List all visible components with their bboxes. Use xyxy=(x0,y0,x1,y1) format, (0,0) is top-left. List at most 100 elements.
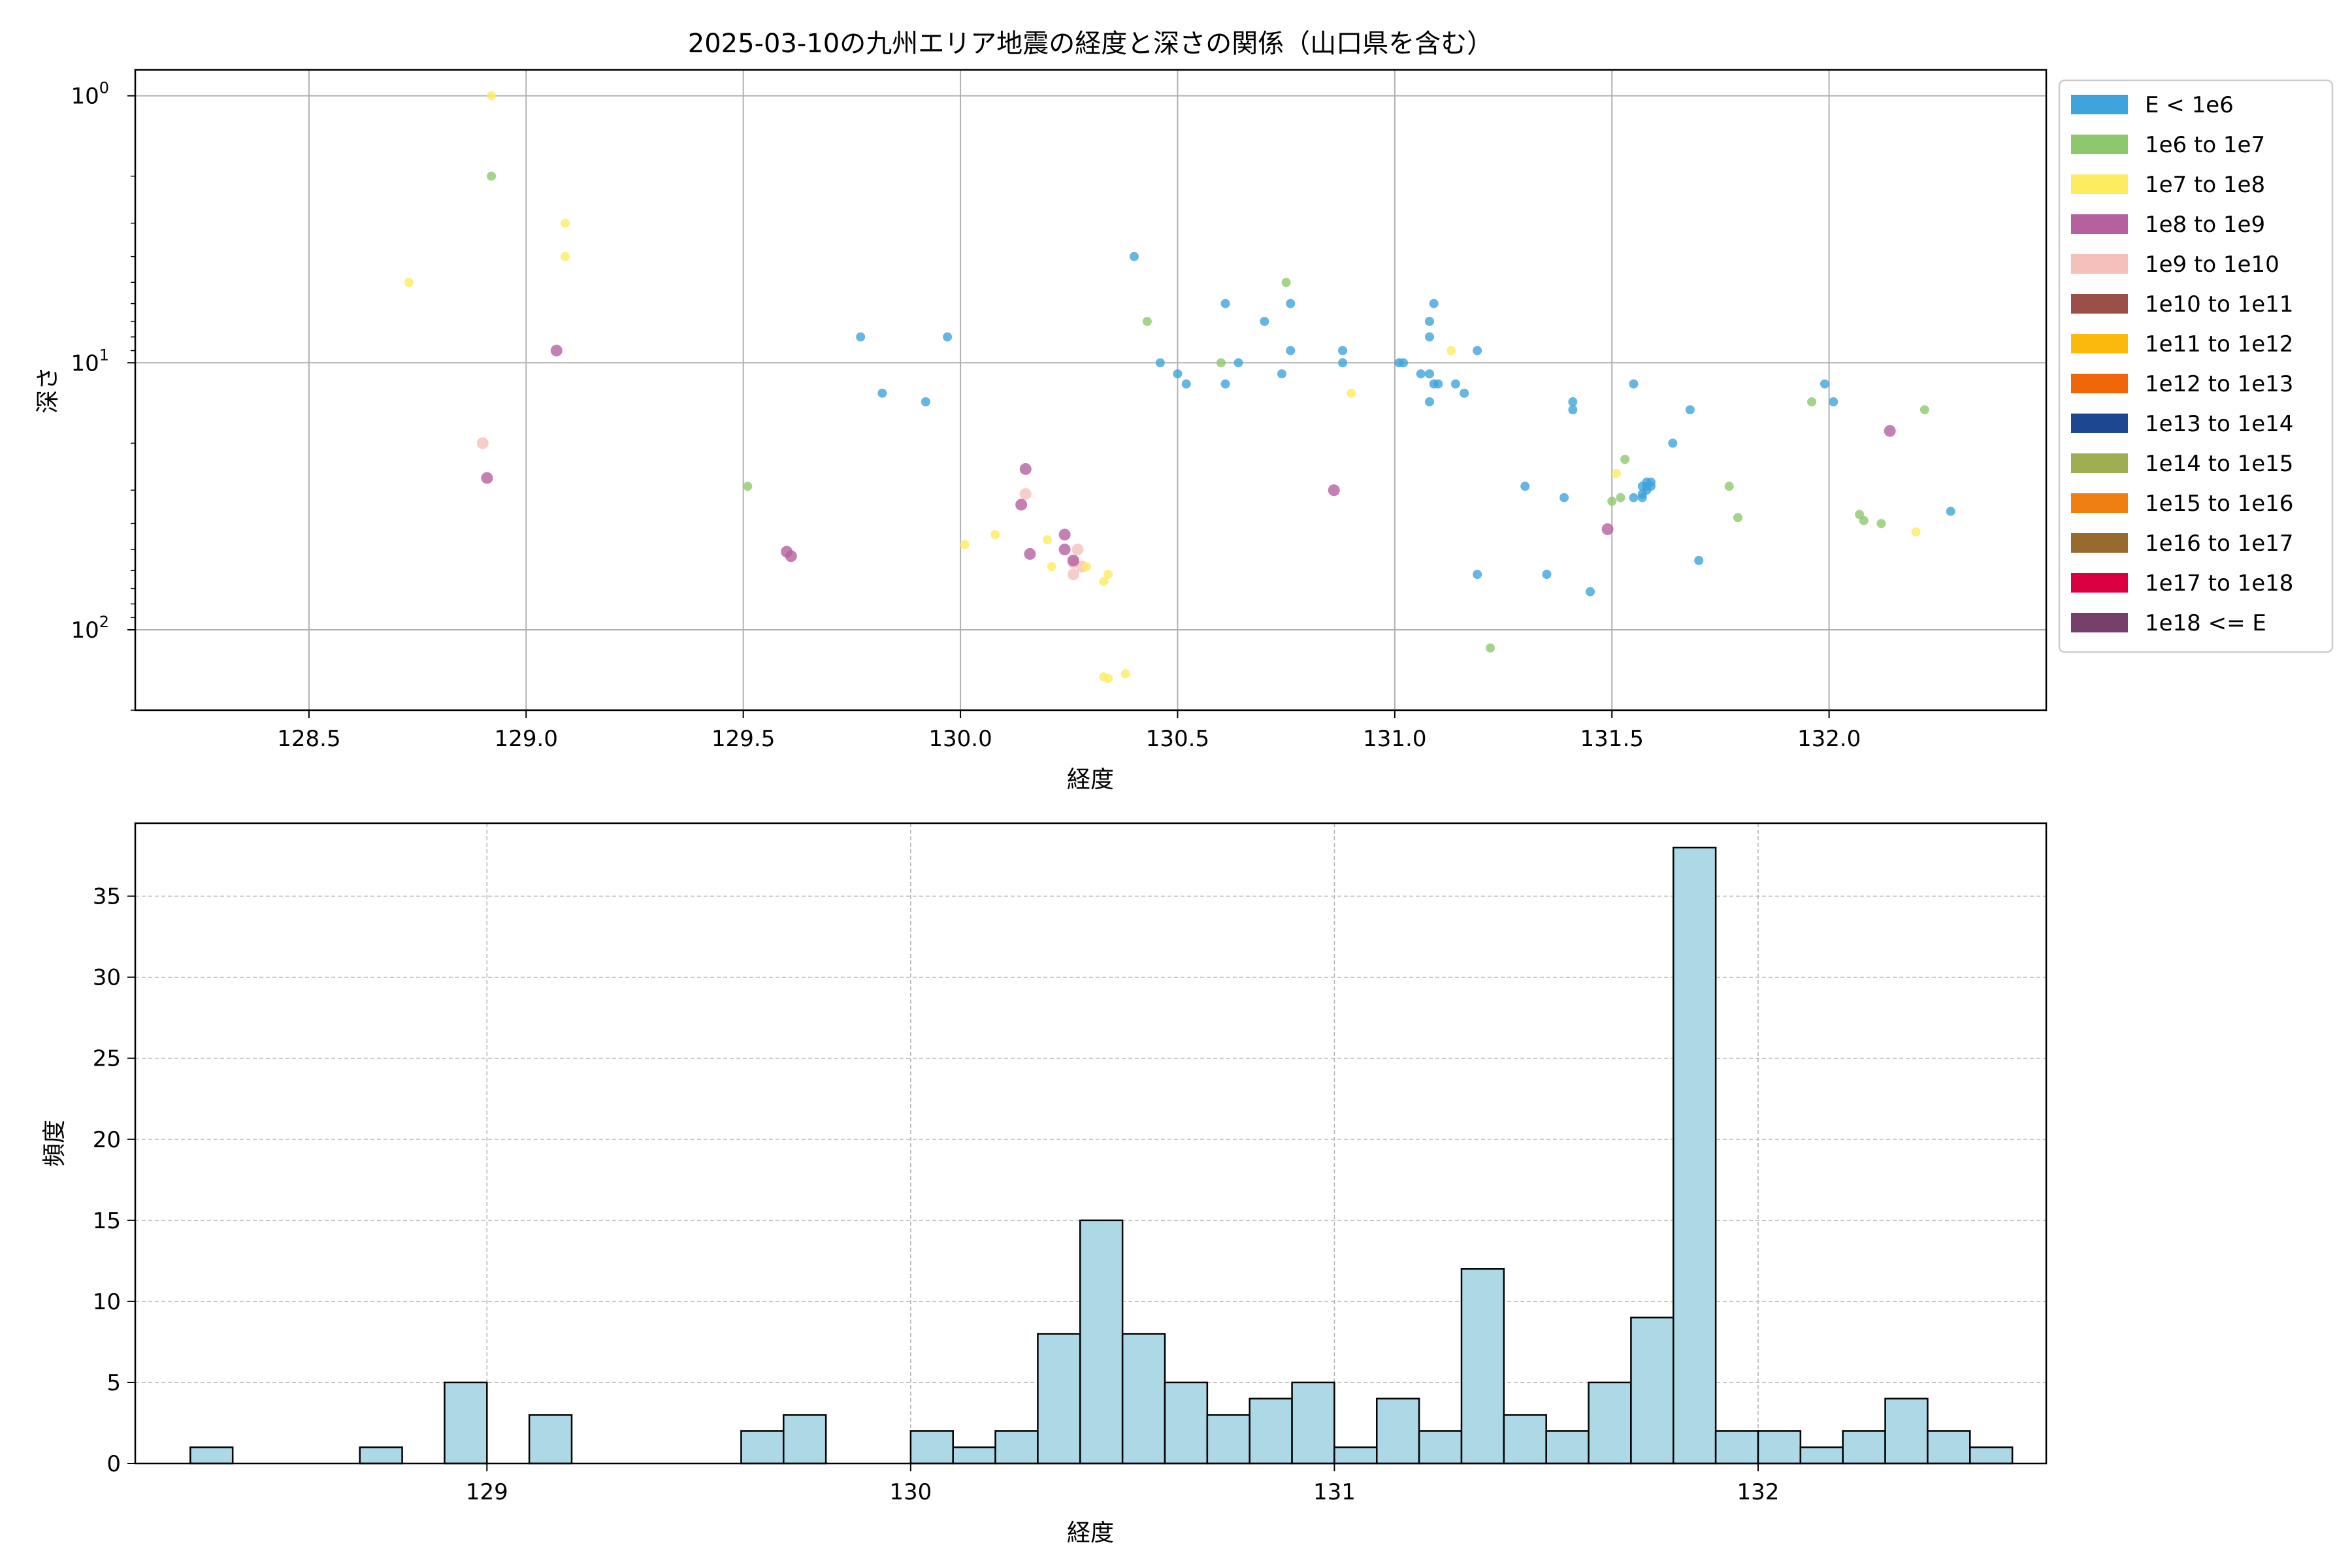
scatter-point xyxy=(1601,523,1614,536)
legend-swatch xyxy=(2071,95,2128,114)
scatter-point xyxy=(1425,369,1435,379)
histogram-bar xyxy=(1037,1333,1081,1465)
legend-swatch xyxy=(2071,294,2128,314)
histogram-bar xyxy=(1630,1316,1674,1465)
scatter-point xyxy=(1338,358,1348,368)
scatter-point xyxy=(476,437,489,449)
scatter-point xyxy=(1629,379,1639,389)
histogram-bar xyxy=(1206,1414,1250,1465)
legend-swatch xyxy=(2071,453,2128,473)
scatter-point xyxy=(1568,397,1578,407)
scatter-point xyxy=(1473,346,1482,355)
histogram-y-tick-label: 30 xyxy=(93,965,121,991)
histogram-y-tick-label: 20 xyxy=(93,1127,121,1153)
scatter-point xyxy=(1542,570,1552,580)
scatter-point xyxy=(1646,482,1656,491)
scatter-point xyxy=(481,472,493,484)
scatter-point xyxy=(1120,669,1130,679)
legend-label: 1e8 to 1e9 xyxy=(2145,212,2265,238)
scatter-point xyxy=(1433,379,1443,389)
scatter-point xyxy=(1260,316,1269,326)
histogram-bar xyxy=(359,1446,403,1465)
scatter-point xyxy=(1142,316,1152,326)
scatter-point xyxy=(487,91,497,101)
scatter-point xyxy=(561,218,570,228)
scatter-point xyxy=(877,388,887,398)
scatter-point xyxy=(1473,570,1482,580)
histogram-bar xyxy=(994,1430,1039,1465)
histogram-bar xyxy=(528,1414,573,1465)
legend-swatch xyxy=(2071,613,2128,632)
scatter-point xyxy=(1620,455,1630,465)
scatter-point xyxy=(1103,570,1113,580)
scatter-y-axis-label: 深さ xyxy=(35,367,61,414)
scatter-point xyxy=(1216,358,1226,368)
histogram-bar xyxy=(1249,1397,1293,1465)
histogram-y-tick-label: 5 xyxy=(106,1370,121,1396)
scatter-chart: 2025-03-10の九州エリア地震の経度と深さの関係（山口県を含む） 128.… xyxy=(35,29,2334,793)
histogram-bar xyxy=(1969,1446,2014,1465)
legend: E < 1e6 1e6 to 1e7 1e7 to 1e8 1e8 to 1e9 1e9… xyxy=(2058,79,2334,653)
histogram-bar xyxy=(783,1414,827,1465)
scatter-point xyxy=(1081,562,1091,572)
scatter-x-tick-label: 128.5 xyxy=(277,726,340,752)
histogram-bar xyxy=(1927,1430,1971,1465)
scatter-point xyxy=(1067,568,1079,581)
scatter-point xyxy=(1829,397,1838,407)
scatter-point xyxy=(1560,493,1569,502)
histogram-x-tick-label: 129 xyxy=(466,1479,508,1505)
scatter-point xyxy=(1024,547,1036,560)
histogram-bar xyxy=(1376,1397,1420,1465)
scatter-x-tick-label: 129.0 xyxy=(495,726,558,752)
scatter-x-tick-label: 129.5 xyxy=(711,726,775,752)
scatter-plot-area xyxy=(134,69,2048,711)
scatter-x-tick-label: 130.0 xyxy=(928,726,992,752)
scatter-point xyxy=(1585,587,1595,596)
histogram-bar xyxy=(1418,1430,1463,1465)
scatter-point xyxy=(1450,379,1460,389)
histogram-bar xyxy=(1121,1333,1166,1465)
scatter-y-tick-label: 101 xyxy=(71,346,109,376)
scatter-point xyxy=(1446,346,1456,355)
histogram-bar xyxy=(1884,1397,1929,1465)
scatter-point xyxy=(1233,358,1243,368)
histogram-bar xyxy=(1079,1219,1124,1465)
histogram-bar xyxy=(1545,1430,1590,1465)
legend-label: 1e18 <= E xyxy=(2145,610,2266,636)
histogram-bar xyxy=(1291,1381,1335,1465)
scatter-x-ticks: 128.5 129.0 129.5 130.0 130.5 131.0 131.5 132.0 xyxy=(277,710,1861,752)
scatter-x-tick-label: 130.5 xyxy=(1146,726,1209,752)
scatter-point xyxy=(1884,425,1896,437)
scatter-point xyxy=(1015,498,1028,511)
scatter-point xyxy=(1019,463,1032,475)
histogram-x-tick-label: 131 xyxy=(1313,1479,1356,1505)
histogram-bar xyxy=(444,1381,488,1465)
legend-label: 1e16 to 1e17 xyxy=(2145,531,2293,557)
scatter-point xyxy=(1425,316,1435,326)
legend-swatch xyxy=(2071,533,2128,553)
scatter-point xyxy=(1637,493,1647,502)
histogram-bar xyxy=(1503,1414,1547,1465)
histogram-x-axis-label: 経度 xyxy=(1067,1520,1114,1546)
scatter-point xyxy=(1347,388,1356,398)
legend-label: 1e6 to 1e7 xyxy=(2145,132,2265,158)
scatter-point xyxy=(1047,562,1056,572)
histogram-y-tick-label: 35 xyxy=(93,884,121,910)
scatter-point xyxy=(1019,488,1032,500)
histogram-bar xyxy=(1673,846,1717,1465)
histogram-bar xyxy=(1714,1430,1759,1465)
legend-swatch xyxy=(2071,135,2128,154)
scatter-x-axis-label: 経度 xyxy=(1067,766,1114,793)
scatter-point xyxy=(1281,278,1291,287)
scatter-point xyxy=(1859,515,1869,525)
scatter-title: 2025-03-10の九州エリア地震の経度と深さの関係（山口県を含む） xyxy=(688,29,1493,59)
histogram-x-tick-label: 132 xyxy=(1737,1479,1780,1505)
scatter-point xyxy=(1724,482,1734,491)
scatter-point xyxy=(1668,438,1678,448)
scatter-point xyxy=(404,278,414,287)
scatter-point xyxy=(1129,252,1139,261)
histogram-bar xyxy=(1799,1446,1844,1465)
histogram-bars xyxy=(189,846,2014,1465)
histogram-bar xyxy=(740,1430,785,1465)
scatter-point xyxy=(1071,543,1084,555)
